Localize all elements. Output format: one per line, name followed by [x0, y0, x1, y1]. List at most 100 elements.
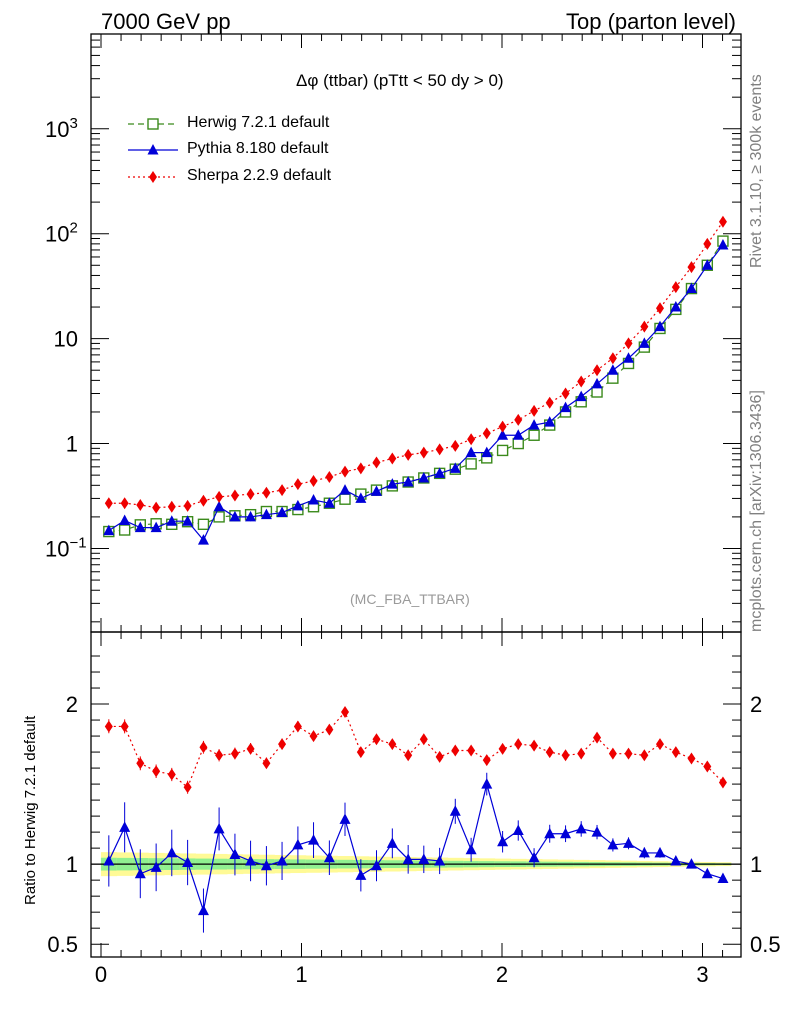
ratio-point-sherpa — [530, 739, 539, 752]
ratio-point-sherpa — [640, 749, 649, 762]
data-point-sherpa — [388, 452, 397, 465]
ratio-point-pythia — [607, 838, 619, 850]
ratio-y-tick-label: 2 — [66, 692, 78, 717]
data-point-pythia — [402, 476, 414, 487]
ratio-point-pythia — [418, 853, 430, 864]
data-point-sherpa — [341, 465, 350, 478]
data-point-pythia — [512, 429, 524, 440]
ratio-point-sherpa — [687, 752, 696, 765]
data-point-sherpa — [104, 497, 113, 510]
ratio-point-sherpa — [671, 746, 680, 759]
y-tick-label: 10 — [54, 327, 78, 352]
ratio-point-sherpa — [451, 744, 460, 757]
y-tick-label: 102 — [45, 220, 78, 247]
data-point-pythia — [119, 514, 131, 525]
data-point-sherpa — [608, 352, 617, 365]
ratio-point-pythia — [213, 822, 225, 834]
y-tick-label: 103 — [45, 115, 78, 142]
data-point-pythia — [497, 429, 509, 440]
ratio-point-sherpa — [545, 746, 554, 759]
ratio-point-pythia — [481, 778, 493, 789]
series-line-sherpa — [108, 221, 724, 509]
data-point-sherpa — [655, 302, 664, 315]
ratio-point-sherpa — [388, 738, 397, 751]
ratio-y-tick-label-right: 2 — [750, 692, 762, 717]
ratio-point-sherpa — [246, 742, 255, 755]
ratio-point-sherpa — [136, 757, 145, 770]
data-point-pythia — [323, 497, 335, 508]
data-point-sherpa — [451, 439, 460, 452]
data-point-pythia — [308, 493, 320, 505]
data-point-pythia — [465, 446, 477, 458]
data-point-herwig — [197, 518, 210, 531]
data-point-sherpa — [624, 337, 633, 350]
ratio-point-pythia — [575, 822, 587, 834]
ratio-line-pythia — [108, 783, 724, 913]
x-tick-label: 0 — [95, 962, 107, 987]
data-point-sherpa — [404, 448, 413, 461]
ratio-point-sherpa — [230, 747, 239, 760]
series-line-pythia — [108, 244, 724, 542]
data-point-sherpa — [136, 498, 145, 511]
ratio-point-pythia — [276, 854, 288, 866]
data-point-sherpa — [545, 396, 554, 409]
series-pythia — [103, 239, 729, 545]
data-point-sherpa — [671, 281, 680, 294]
data-point-pythia — [134, 521, 146, 533]
data-point-sherpa — [167, 500, 176, 513]
rivet-version-label: Rivet 3.1.10, ≥ 300k events — [748, 74, 765, 268]
data-point-sherpa — [356, 462, 365, 475]
ratio-point-sherpa — [341, 706, 350, 719]
ratio-point-sherpa — [577, 747, 586, 760]
data-point-sherpa — [530, 404, 539, 417]
ratio-plot-frame — [90, 631, 742, 958]
ratio-point-pythia — [386, 837, 398, 848]
ratio-point-sherpa — [325, 723, 334, 736]
ratio-point-pythia — [528, 851, 540, 863]
data-point-pythia — [575, 390, 587, 402]
x-tick-label: 2 — [496, 962, 508, 987]
data-point-pythia — [528, 419, 540, 430]
ratio-point-pythia — [197, 904, 209, 916]
ratio-point-sherpa — [655, 738, 664, 751]
plot-title: Δφ (ttbar) (pTtt < 50 dy > 0) — [296, 71, 504, 90]
ratio-point-pythia — [465, 843, 477, 855]
ratio-point-pythia — [355, 869, 367, 880]
data-point-sherpa — [435, 443, 444, 456]
ratio-point-sherpa — [372, 733, 381, 746]
ratio-point-pythia — [323, 851, 335, 863]
ratio-point-pythia — [717, 872, 729, 884]
ratio-point-sherpa — [498, 742, 507, 755]
legend-label-herwig: Herwig 7.2.1 default — [187, 114, 330, 131]
ratio-y-tick-label-right: 1 — [750, 852, 762, 877]
ratio-point-sherpa — [624, 747, 633, 760]
legend-marker-pythia — [147, 144, 159, 155]
data-point-sherpa — [372, 456, 381, 469]
ratio-line-sherpa — [108, 710, 724, 789]
data-point-sherpa — [703, 237, 712, 250]
data-point-sherpa — [514, 413, 523, 426]
ratio-point-sherpa — [703, 760, 712, 773]
ratio-point-pythia — [166, 846, 178, 858]
data-point-pythia — [418, 471, 430, 483]
legend-label-sherpa: Sherpa 2.2.9 default — [187, 167, 332, 184]
legend-marker-herwig — [147, 118, 159, 130]
data-point-sherpa — [561, 387, 570, 400]
ratio-point-sherpa — [593, 731, 602, 744]
data-point-pythia — [370, 485, 382, 496]
data-point-pythia — [670, 301, 682, 312]
data-point-sherpa — [262, 486, 271, 499]
ratio-point-pythia — [150, 861, 162, 872]
ratio-point-pythia — [292, 838, 304, 850]
ratio-point-sherpa — [152, 765, 161, 778]
ratio-point-sherpa — [419, 733, 428, 746]
data-point-sherpa — [687, 261, 696, 274]
data-point-pythia — [339, 484, 351, 495]
data-point-pythia — [276, 506, 288, 518]
ratio-point-sherpa — [104, 720, 113, 733]
y-tick-label: 1 — [66, 432, 78, 457]
data-point-pythia — [245, 510, 257, 522]
process-label: Top (parton level) — [566, 9, 736, 34]
ratio-y-tick-label: 1 — [66, 852, 78, 877]
